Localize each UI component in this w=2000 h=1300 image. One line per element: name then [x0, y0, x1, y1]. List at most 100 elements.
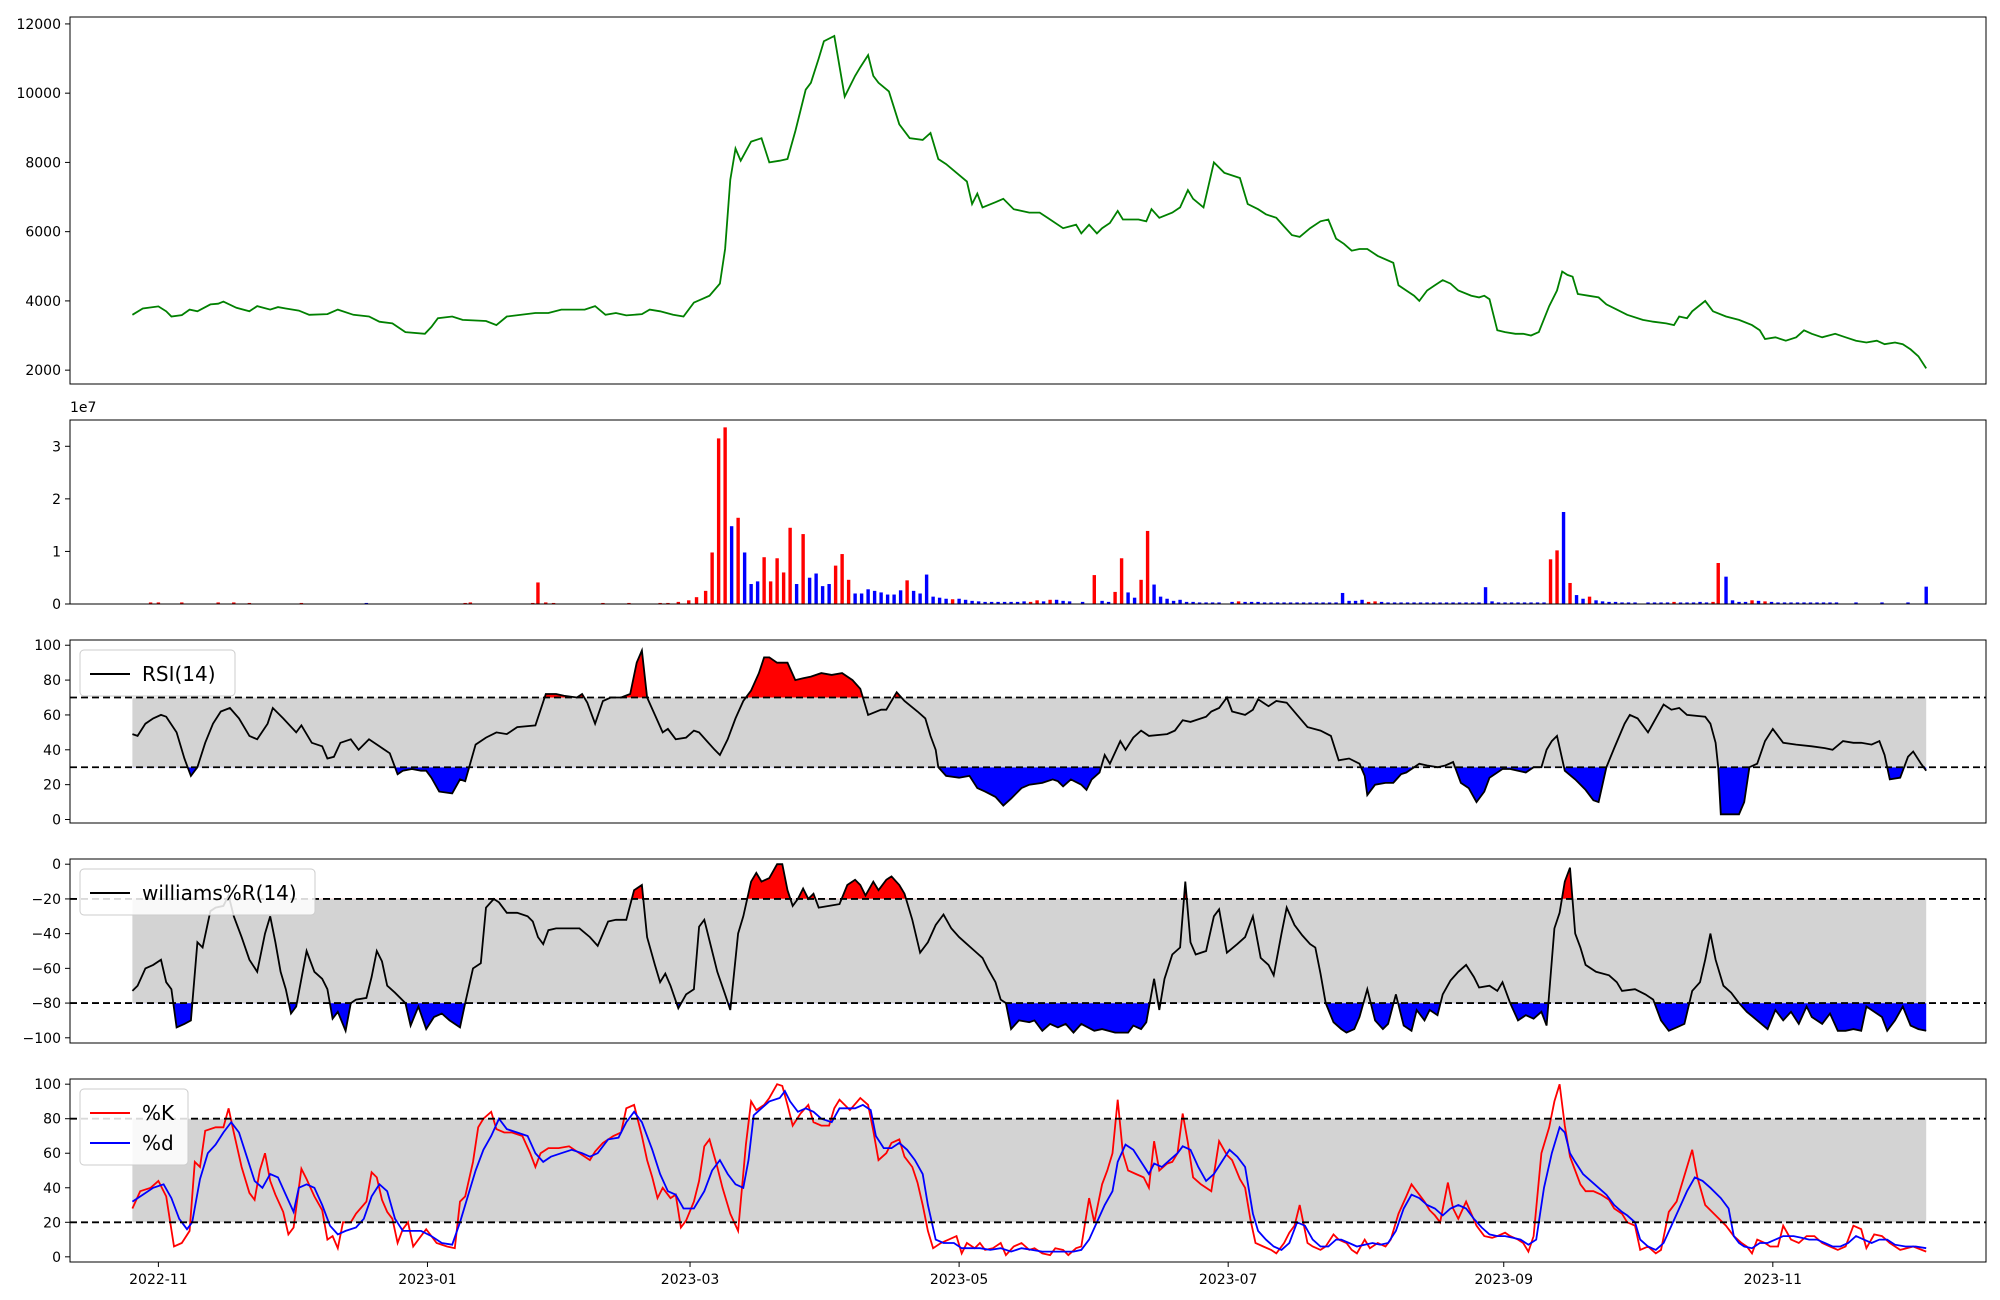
volume-bar — [531, 602, 535, 604]
volume-bar — [627, 602, 631, 604]
volume-bar — [1854, 602, 1858, 604]
volume-bar — [1633, 602, 1637, 604]
volume-bar — [1626, 602, 1631, 604]
y-tick-label: 10000 — [16, 86, 61, 102]
volume-bar — [1522, 602, 1527, 604]
volume-bar — [1243, 601, 1247, 604]
volume-bar — [924, 574, 929, 604]
volume-bar — [1821, 602, 1826, 604]
volume-bar — [1711, 601, 1715, 604]
volume-bar — [898, 590, 903, 604]
volume-bar — [1574, 595, 1579, 604]
volume-bar — [736, 517, 740, 604]
volume-bar — [1542, 602, 1546, 604]
volume-bar — [983, 601, 987, 604]
volume-bar — [1613, 601, 1618, 604]
x-tick-label: 2023-03 — [661, 1272, 720, 1288]
volume-bar — [1132, 597, 1137, 604]
volume-bar — [1002, 601, 1007, 604]
volume-bar — [1092, 575, 1096, 604]
stochastic-panel: 0 20 40 60 80 100 %K %d 2022-11 2023-01 2023-03 202… — [34, 1077, 1987, 1288]
y-tick-label: 100 — [34, 638, 61, 654]
volume-bar — [536, 582, 540, 604]
volume-bar — [723, 427, 727, 604]
legend: williams%R(14) — [79, 868, 316, 916]
neutral-band — [132, 1118, 1927, 1223]
volume-bar — [957, 598, 961, 604]
y-tick-label: −60 — [31, 961, 61, 977]
volume-bar — [931, 596, 935, 604]
y-tick-label: 0 — [52, 857, 61, 873]
volume-bar — [1587, 596, 1592, 604]
volume-bar — [1698, 601, 1702, 604]
volume-bar — [989, 601, 994, 604]
volume-bar — [840, 554, 844, 604]
y-tick-label: 2000 — [25, 363, 61, 379]
plot-frame — [69, 419, 1987, 605]
panels: 2000400060008000100001200001231e70204060… — [16, 16, 1987, 1288]
volume-bar — [859, 593, 864, 604]
volume-bar — [666, 602, 670, 604]
x-tick-label: 2022-11 — [129, 1272, 188, 1288]
volume-bar — [468, 602, 473, 604]
volume-bar — [1418, 602, 1423, 604]
volume-bar — [1716, 562, 1720, 604]
volume-bar — [1210, 602, 1215, 604]
volume-bar — [551, 602, 556, 604]
oversold-fill — [132, 1003, 1927, 1033]
volume-bar — [1535, 602, 1540, 604]
volume-bar — [1691, 602, 1696, 604]
volume-bar — [1334, 602, 1338, 604]
volume-bar — [1035, 600, 1039, 604]
volume-bar — [963, 599, 968, 604]
volume-bar — [1503, 602, 1507, 604]
x-tick-label: 2023-07 — [1199, 1272, 1258, 1288]
volume-bar — [820, 586, 825, 604]
volume-bar — [781, 572, 786, 604]
volume-bar — [918, 593, 922, 604]
volume-bar — [1568, 582, 1572, 604]
volume-bar — [1756, 600, 1761, 604]
volume-bar — [1548, 559, 1553, 604]
y-tick-label: −40 — [31, 927, 61, 943]
volume-bar — [1139, 579, 1143, 604]
volume-bar — [1815, 602, 1819, 604]
y-tick-label: 3 — [52, 439, 61, 455]
volume-bar — [944, 598, 948, 604]
volume-bar — [755, 581, 760, 604]
legend-label: %K — [142, 1101, 175, 1125]
volume-bar — [853, 593, 857, 604]
volume-bar — [1230, 601, 1234, 604]
volume-bar — [872, 590, 877, 604]
volume-bar — [1600, 601, 1605, 604]
volume-bar — [1763, 601, 1767, 604]
volume-bar — [1061, 600, 1065, 604]
axis-offset-label: 1e7 — [70, 400, 96, 416]
volume-bar — [1672, 601, 1676, 604]
neutral-band — [132, 898, 1927, 1004]
volume-bar — [1704, 602, 1709, 604]
volume-bar — [1191, 601, 1195, 604]
volume-bar — [247, 602, 252, 604]
volume-bar — [1197, 602, 1202, 604]
volume-bar — [1119, 558, 1124, 604]
volume-bar — [544, 602, 548, 604]
volume-bar — [1100, 600, 1104, 604]
volume-bar — [1067, 601, 1072, 604]
rsi-panel: 0 20 40 60 80 100 RSI(14) — [34, 638, 1987, 829]
volume-bar — [807, 577, 812, 604]
y-tick-label: 20 — [43, 1215, 61, 1231]
volume-bar — [1594, 600, 1598, 604]
volume-bar — [1178, 599, 1182, 604]
volume-bar — [1321, 602, 1325, 604]
volume-bar — [879, 592, 883, 604]
volume-bar — [1282, 602, 1286, 604]
volume-bar — [1392, 602, 1397, 604]
volume-bar — [1022, 601, 1026, 604]
volume-bar — [216, 602, 220, 604]
volume-bar — [1425, 602, 1429, 604]
volume-bar — [1327, 602, 1332, 604]
legend-label: RSI(14) — [142, 662, 216, 686]
volume-bar — [827, 584, 831, 604]
